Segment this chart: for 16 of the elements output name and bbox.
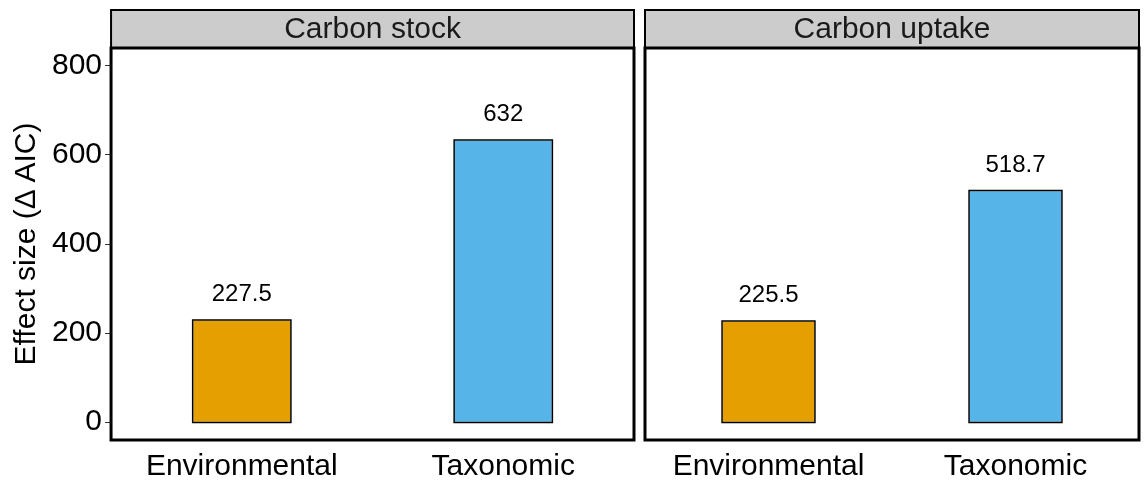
chart-title: Carbon stock: [284, 11, 462, 45]
x-tick-label: Environmental: [145, 448, 338, 482]
y-tick-label: 0: [85, 403, 103, 437]
y-tick-label: 200: [51, 314, 103, 348]
y-tick-label: 800: [51, 47, 103, 81]
x-tick-label: Taxonomic: [943, 448, 1088, 482]
data-label: 518.7: [985, 149, 1046, 177]
chart-title: Carbon uptake: [793, 11, 991, 45]
data-label: 632: [483, 99, 524, 127]
y-tick-label: 400: [51, 225, 103, 259]
y-tick-label: 600: [51, 136, 103, 170]
x-tick-label: Taxonomic: [431, 448, 575, 482]
y-axis-title: Effect size (Δ AIC): [8, 122, 42, 366]
x-tick-label: Environmental: [672, 448, 865, 482]
data-label: 225.5: [738, 280, 799, 308]
data-label: 227.5: [211, 279, 272, 307]
